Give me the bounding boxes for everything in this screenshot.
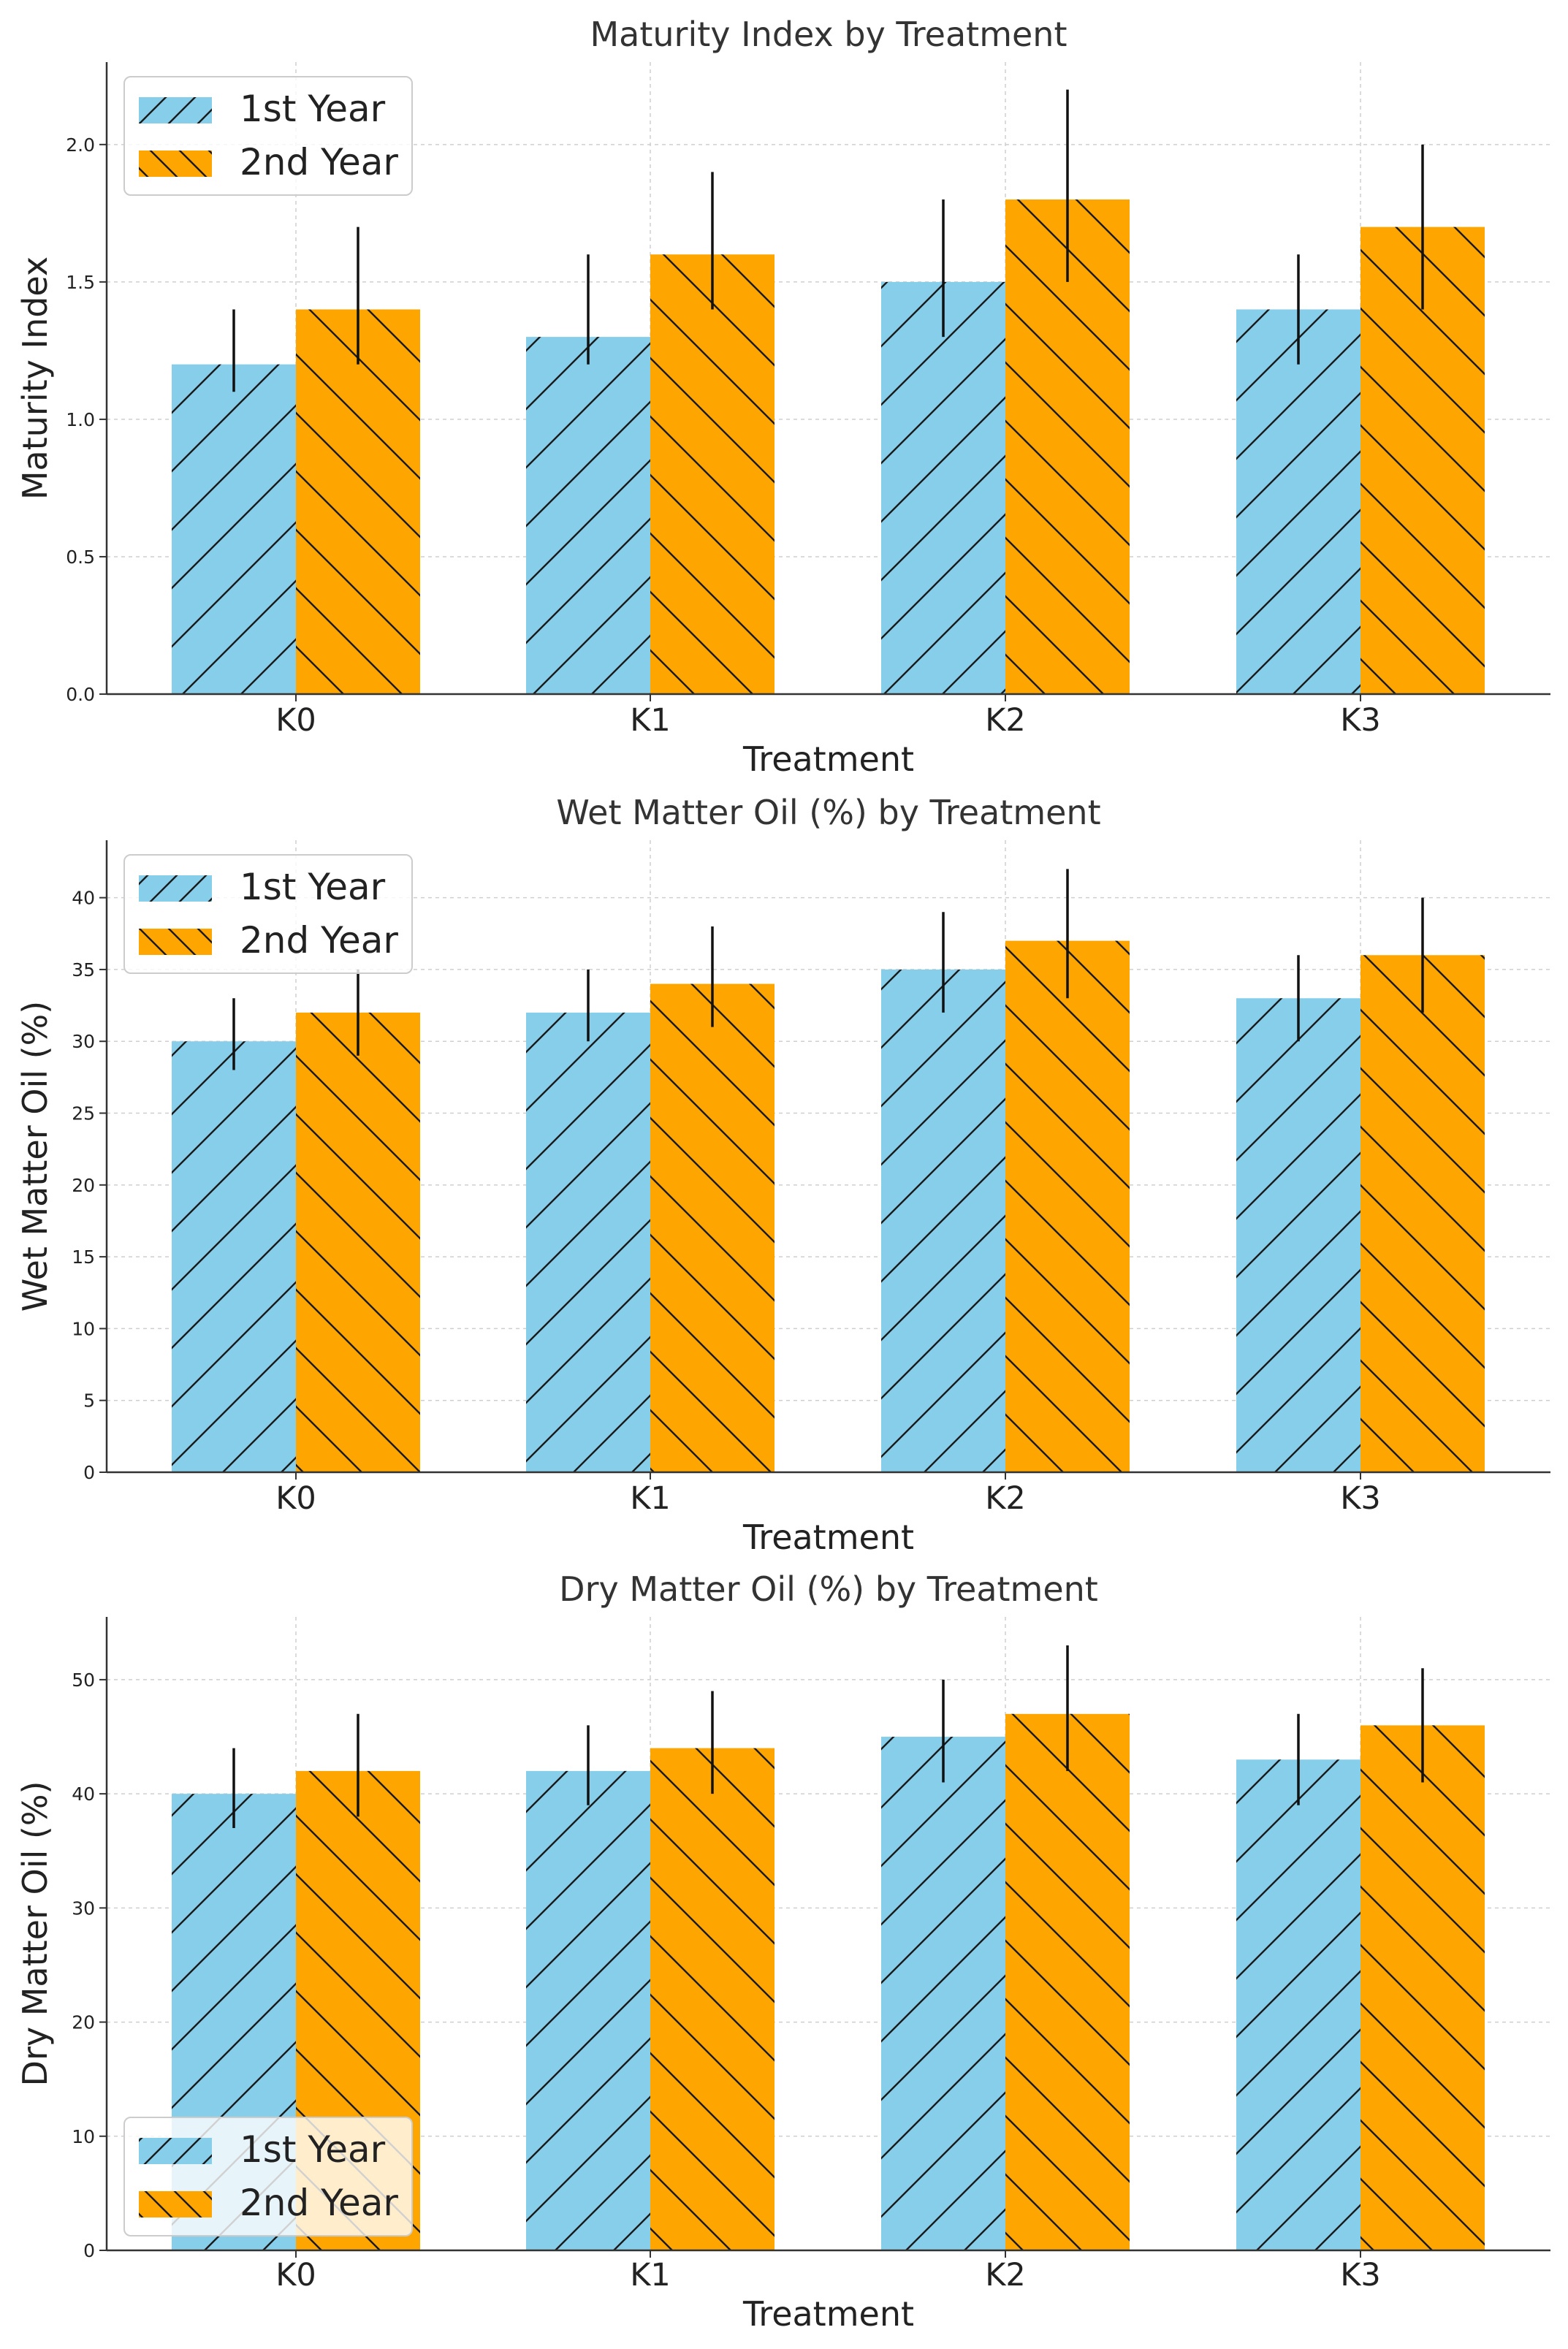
y-tick-label: 0 — [83, 1462, 95, 1483]
y-tick-label: 10 — [72, 1318, 95, 1339]
legend-swatch-hatch — [139, 2138, 212, 2164]
x-tick-label: K0 — [275, 1480, 316, 1517]
chart-title: Maturity Index by Treatment — [590, 15, 1067, 54]
maturity-index-panel: 0.0 0.5 1.0 1.5 2.0 K0 K1 K2 K3 Maturity Index by… — [15, 15, 1550, 779]
bar-hatch — [1236, 1759, 1360, 2250]
bar-hatch — [1005, 940, 1130, 1472]
y-tick-label: 2.0 — [66, 134, 95, 156]
y-axis-label: Dry Matter Oil (%) — [15, 1781, 55, 2087]
x-tick-label: K3 — [1340, 1480, 1381, 1517]
bar-hatch — [650, 983, 775, 1472]
x-tick-label: K3 — [1340, 702, 1381, 739]
x-tick-label: K0 — [275, 702, 316, 739]
x-tick-label: K1 — [630, 702, 671, 739]
bar-hatch — [650, 1748, 775, 2250]
bar-hatch — [526, 1770, 650, 2250]
legend-label: 1st Year — [240, 866, 386, 908]
legend-swatch-hatch — [139, 875, 212, 902]
y-tick-label: 0.5 — [66, 547, 95, 568]
bar-hatch — [296, 309, 420, 694]
y-tick-label: 35 — [72, 959, 95, 981]
bar-hatch — [881, 281, 1005, 694]
bar-hatch — [1360, 1725, 1485, 2250]
y-tick-label: 15 — [72, 1246, 95, 1268]
chart-title: Wet Matter Oil (%) by Treatment — [556, 793, 1100, 832]
bar-hatch — [526, 337, 650, 694]
bar-hatch — [1005, 1713, 1130, 2250]
y-tick-label: 25 — [72, 1103, 95, 1124]
x-tick-label: K2 — [985, 1480, 1026, 1517]
bar-hatch — [1360, 955, 1485, 1472]
bar-hatch — [650, 254, 775, 694]
wet-matter-oil-panel: 0 5 10 15 20 25 30 35 40 K0 K1 K2 K3 Wet Matter Oil (… — [15, 793, 1550, 1557]
bar-hatch — [296, 1012, 420, 1472]
legend-swatch-hatch — [139, 151, 212, 177]
bar-hatch — [526, 1012, 650, 1472]
y-tick-label: 30 — [72, 1031, 95, 1052]
x-tick-label: K2 — [985, 2257, 1026, 2293]
x-tick-label: K0 — [275, 2257, 316, 2293]
bar-hatch — [1236, 309, 1360, 694]
x-tick-label: K2 — [985, 702, 1026, 739]
legend-label: 2nd Year — [240, 2182, 398, 2224]
dry-matter-oil-panel: 0 10 20 30 40 50 K0 K1 K2 K3 Dry Matter Oil (%) by… — [15, 1569, 1550, 2334]
legend-swatch-hatch — [139, 2191, 212, 2217]
legend-label: 1st Year — [240, 88, 386, 130]
legend-label: 2nd Year — [240, 919, 398, 962]
x-axis-label: Treatment — [742, 2294, 914, 2334]
x-tick-label: K1 — [630, 2257, 671, 2293]
bar-hatch — [881, 1737, 1005, 2250]
y-tick-label: 30 — [72, 1897, 95, 1919]
chart-title: Dry Matter Oil (%) by Treatment — [559, 1569, 1098, 1609]
bar-hatch — [172, 364, 296, 694]
x-axis-label: Treatment — [742, 739, 914, 779]
bar-hatch — [1236, 998, 1360, 1472]
y-tick-label: 1.5 — [66, 272, 95, 293]
x-axis-label: Treatment — [742, 1518, 914, 1557]
y-tick-label: 1.0 — [66, 409, 95, 430]
y-tick-label: 40 — [72, 1783, 95, 1805]
y-tick-label: 20 — [72, 2012, 95, 2033]
y-tick-label: 10 — [72, 2126, 95, 2147]
legend-label: 1st Year — [240, 2128, 386, 2171]
y-tick-label: 0 — [83, 2240, 95, 2261]
y-tick-label: 5 — [83, 1390, 95, 1412]
y-tick-label: 0.0 — [66, 684, 95, 705]
legend-label: 2nd Year — [240, 141, 398, 183]
legend-swatch-hatch — [139, 97, 212, 123]
y-axis-label: Maturity Index — [15, 256, 55, 500]
legend-swatch-hatch — [139, 929, 212, 955]
y-tick-label: 20 — [72, 1175, 95, 1196]
y-tick-label: 40 — [72, 888, 95, 909]
bar-hatch — [881, 969, 1005, 1472]
bar-hatch — [172, 1041, 296, 1472]
y-tick-label: 50 — [72, 1670, 95, 1691]
x-tick-label: K3 — [1340, 2257, 1381, 2293]
x-tick-label: K1 — [630, 1480, 671, 1517]
y-axis-label: Wet Matter Oil (%) — [15, 1001, 55, 1312]
